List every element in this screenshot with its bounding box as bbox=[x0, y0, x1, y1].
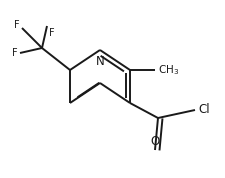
Text: Cl: Cl bbox=[197, 103, 209, 116]
Text: F: F bbox=[14, 20, 20, 30]
Text: CH$_3$: CH$_3$ bbox=[157, 63, 178, 77]
Text: N: N bbox=[95, 55, 104, 68]
Text: O: O bbox=[150, 135, 159, 148]
Text: F: F bbox=[49, 28, 54, 38]
Text: F: F bbox=[12, 48, 18, 58]
